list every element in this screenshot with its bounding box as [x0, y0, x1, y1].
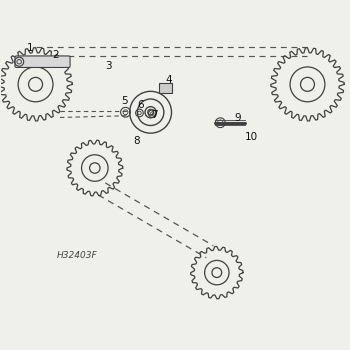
Text: 8: 8 [133, 136, 140, 146]
Text: 9: 9 [234, 113, 241, 123]
Text: 3: 3 [105, 61, 111, 71]
Text: 5: 5 [121, 96, 128, 106]
FancyBboxPatch shape [15, 56, 70, 68]
Text: 10: 10 [244, 132, 258, 142]
Bar [159, 83, 172, 93]
Text: 6: 6 [137, 100, 143, 110]
Text: 4: 4 [166, 75, 172, 85]
Text: H32403F: H32403F [57, 251, 98, 260]
Text: 7: 7 [152, 110, 158, 120]
Text: 1: 1 [26, 43, 33, 53]
Text: 2: 2 [52, 50, 59, 61]
